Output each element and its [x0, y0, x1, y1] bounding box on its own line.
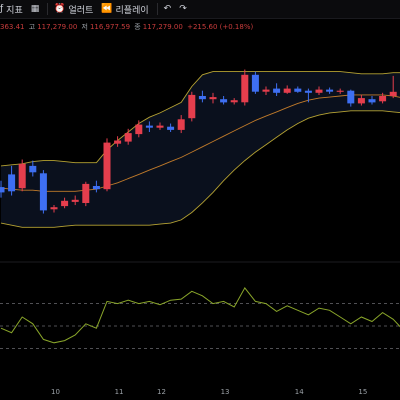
- undo-icon: ↶: [163, 4, 172, 14]
- indicator-button[interactable]: ƒ 지표: [0, 3, 23, 16]
- bollinger-upper-line: [0, 71, 400, 167]
- candle-body: [18, 163, 26, 189]
- low-label: 저: [81, 23, 88, 31]
- indicator-label: 지표: [6, 5, 23, 16]
- candle-body: [8, 174, 16, 192]
- bollinger-middle-line: [0, 94, 400, 192]
- replay-button[interactable]: ⏪ 리플레이: [101, 3, 148, 16]
- candle-body: [0, 187, 5, 193]
- candle-body: [124, 133, 132, 142]
- candle-body: [357, 98, 365, 104]
- alarm-clock-icon: ⏰: [54, 4, 66, 14]
- bollinger-band-fill: [1, 71, 400, 228]
- x-tick-label: 15: [358, 388, 368, 396]
- x-tick-label: 13: [220, 388, 230, 396]
- toolbar-divider: [156, 3, 158, 15]
- candle-body: [283, 88, 291, 93]
- candle-body: [230, 100, 238, 103]
- candle-body: [294, 88, 302, 92]
- candle-body: [39, 173, 47, 211]
- candle-body: [315, 89, 323, 93]
- candle-body: [379, 96, 387, 102]
- rewind-icon: ⏪: [101, 4, 113, 14]
- toolbar-divider: [47, 3, 49, 15]
- candle-body: [336, 90, 344, 92]
- candle-body: [273, 88, 281, 93]
- candle-body: [389, 91, 397, 96]
- candle-body: [177, 119, 185, 130]
- candle-body: [262, 89, 270, 92]
- high-label: 고: [28, 23, 36, 31]
- candle-body: [326, 89, 334, 92]
- candle-body: [188, 94, 196, 119]
- bollinger-lower-line: [0, 110, 400, 228]
- candle-body: [50, 207, 58, 210]
- x-tick-label: 10: [51, 388, 60, 396]
- indicator-icon: ƒ: [0, 4, 4, 14]
- layout-button[interactable]: ▦: [31, 4, 40, 14]
- candle-body: [347, 90, 355, 104]
- candle-body: [304, 90, 312, 93]
- x-tick-label: 12: [157, 388, 166, 396]
- candle-body: [114, 140, 122, 144]
- candle-body: [251, 74, 259, 92]
- close-value: 117,279.00: [142, 23, 183, 31]
- candle-body: [61, 200, 69, 207]
- close-label: 종: [134, 23, 141, 31]
- change-value: +215.60 (+0.18%): [187, 23, 254, 31]
- alert-label: 얼러트: [68, 5, 94, 16]
- candle-body: [156, 125, 164, 128]
- top-toolbar: ƒ 지표 ▦ ⏰ 얼러트 ⏪ 리플레이 ↶ ↷: [0, 0, 400, 19]
- candle-body: [368, 99, 376, 103]
- ohlc-legend: 363.41 고 117,279.00 저 116,977.59 종 117,279.…: [0, 22, 400, 36]
- undo-button[interactable]: ↶: [164, 4, 172, 14]
- candle-body: [71, 199, 79, 202]
- candle-body: [209, 97, 217, 100]
- candle-body: [29, 165, 37, 173]
- high-value: 117,279.00: [37, 23, 78, 31]
- x-tick-label: 11: [114, 388, 124, 396]
- open-value: 363.41: [0, 23, 25, 31]
- candle-body: [103, 142, 111, 190]
- candle-body: [92, 186, 100, 190]
- x-tick-label: 14: [294, 388, 304, 396]
- redo-button[interactable]: ↷: [179, 4, 187, 14]
- rsi-line: [0, 286, 400, 344]
- candle-body: [145, 125, 153, 128]
- candle-body: [167, 126, 175, 130]
- alert-button[interactable]: ⏰ 얼러트: [54, 3, 93, 16]
- redo-icon: ↷: [179, 4, 187, 14]
- candle-body: [198, 96, 206, 100]
- candle-body: [135, 124, 143, 135]
- candle-body: [82, 183, 90, 203]
- replay-label: 리플레이: [115, 5, 149, 16]
- candle-body: [220, 99, 228, 103]
- grid-icon: ▦: [30, 4, 40, 14]
- low-value: 116,977.59: [89, 23, 131, 31]
- candle-body: [241, 74, 249, 103]
